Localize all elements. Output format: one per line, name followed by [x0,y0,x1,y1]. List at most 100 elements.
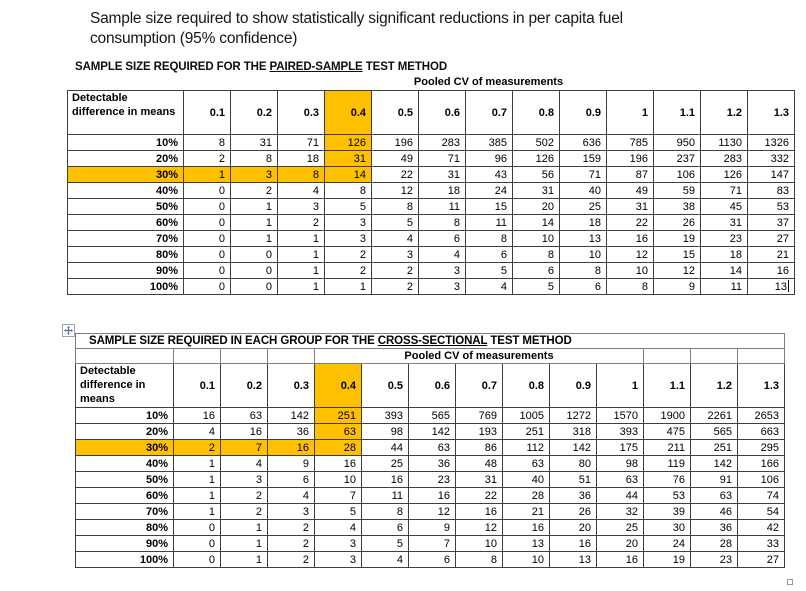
value-cell[interactable]: 2 [230,182,278,199]
row-label-cell[interactable]: 30% [67,166,184,183]
value-cell[interactable]: 49 [606,182,654,199]
pooled-cv-label-cell[interactable]: Pooled CV of measurements [314,348,644,364]
value-cell[interactable]: 23 [700,230,748,247]
value-cell[interactable]: 25 [596,519,644,536]
value-cell[interactable]: 31 [700,214,748,231]
value-cell[interactable]: 106 [737,471,785,488]
value-cell[interactable]: 14 [324,166,372,183]
value-cell[interactable]: 9 [653,278,701,295]
cv-header-cell[interactable]: 1 [596,363,644,408]
value-cell[interactable]: 769 [455,407,503,424]
value-cell[interactable]: 31 [606,198,654,215]
value-cell[interactable]: 565 [408,407,456,424]
value-cell[interactable]: 10 [502,551,550,568]
value-cell[interactable]: 28 [314,439,362,456]
value-cell[interactable]: 59 [653,182,701,199]
cv-header-cell[interactable]: 0.4 [324,90,372,135]
value-cell[interactable]: 4 [465,278,513,295]
value-cell[interactable]: 39 [643,503,691,520]
value-cell[interactable]: 5 [314,503,362,520]
value-cell[interactable]: 196 [606,150,654,167]
value-cell[interactable]: 25 [559,198,607,215]
cv-header-cell[interactable]: 1 [606,90,654,135]
value-cell[interactable]: 11 [418,198,466,215]
value-cell[interactable]: 0 [183,246,231,263]
value-cell[interactable]: 3 [314,551,362,568]
cv-header-cell[interactable]: 0.8 [502,363,550,408]
value-cell[interactable]: 0 [173,519,221,536]
value-cell[interactable]: 196 [371,134,419,151]
value-cell[interactable]: 98 [596,455,644,472]
value-cell[interactable]: 42 [737,519,785,536]
cv-header-cell[interactable]: 0.9 [559,90,607,135]
value-cell[interactable]: 142 [408,423,456,440]
value-cell[interactable]: 31 [324,150,372,167]
value-cell[interactable]: 53 [643,487,691,504]
value-cell[interactable]: 2 [324,246,372,263]
value-cell[interactable]: 2 [267,551,315,568]
value-cell[interactable]: 1 [183,166,231,183]
value-cell[interactable]: 10 [314,471,362,488]
value-cell[interactable]: 106 [653,166,701,183]
row-label-cell[interactable]: 20% [67,150,184,167]
value-cell[interactable]: 2 [267,535,315,552]
value-cell[interactable]: 15 [465,198,513,215]
value-cell[interactable]: 237 [653,150,701,167]
value-cell[interactable]: 63 [502,455,550,472]
value-cell[interactable]: 8 [465,230,513,247]
value-cell[interactable]: 56 [512,166,560,183]
value-cell[interactable]: 1 [173,455,221,472]
value-cell[interactable]: 11 [700,278,748,295]
value-cell[interactable]: 142 [549,439,597,456]
value-cell[interactable]: 36 [267,423,315,440]
value-cell[interactable]: 31 [455,471,503,488]
value-cell[interactable]: 12 [653,262,701,279]
value-cell[interactable]: 5 [512,278,560,295]
value-cell[interactable]: 0 [183,262,231,279]
value-cell[interactable]: 16 [173,407,221,424]
value-cell[interactable]: 71 [277,134,325,151]
value-cell[interactable]: 393 [596,423,644,440]
table-title-cell[interactable]: SAMPLE SIZE REQUIRED IN EACH GROUP FOR T… [75,333,785,349]
value-cell[interactable]: 63 [690,487,738,504]
table-move-handle[interactable] [62,324,75,337]
value-cell[interactable]: 12 [371,182,419,199]
value-cell[interactable]: 2 [277,214,325,231]
value-cell[interactable]: 31 [512,182,560,199]
value-cell[interactable]: 27 [737,551,785,568]
value-cell[interactable]: 283 [700,150,748,167]
value-cell[interactable]: 1 [173,471,221,488]
value-cell[interactable]: 1 [230,214,278,231]
value-cell[interactable]: 1 [277,246,325,263]
value-cell[interactable]: 54 [737,503,785,520]
value-cell[interactable]: 2 [371,262,419,279]
value-cell[interactable]: 1 [277,278,325,295]
value-cell[interactable]: 63 [596,471,644,488]
value-cell[interactable]: 83 [747,182,795,199]
value-cell[interactable]: 18 [418,182,466,199]
value-cell[interactable]: 112 [502,439,550,456]
value-cell[interactable]: 147 [747,166,795,183]
value-cell[interactable]: 6 [408,551,456,568]
row-label-cell[interactable]: 100% [75,551,174,568]
cv-header-cell[interactable]: 0.9 [549,363,597,408]
value-cell[interactable]: 23 [690,551,738,568]
cv-header-cell[interactable]: 0.7 [465,90,513,135]
value-cell[interactable]: 8 [455,551,503,568]
value-cell[interactable]: 7 [408,535,456,552]
value-cell[interactable]: 19 [653,230,701,247]
value-cell[interactable]: 2 [267,519,315,536]
value-cell[interactable]: 27 [747,230,795,247]
value-cell[interactable]: 96 [465,150,513,167]
value-cell[interactable]: 565 [690,423,738,440]
value-cell[interactable]: 3 [418,278,466,295]
value-cell[interactable]: 20 [549,519,597,536]
value-cell[interactable]: 8 [324,182,372,199]
value-cell[interactable]: 1570 [596,407,644,424]
row-label-cell[interactable]: 90% [75,535,174,552]
value-cell[interactable]: 950 [653,134,701,151]
value-cell[interactable]: 2 [173,439,221,456]
value-cell[interactable]: 3 [314,535,362,552]
cv-header-cell[interactable]: 0.6 [418,90,466,135]
cv-header-cell[interactable]: 0.2 [220,363,268,408]
